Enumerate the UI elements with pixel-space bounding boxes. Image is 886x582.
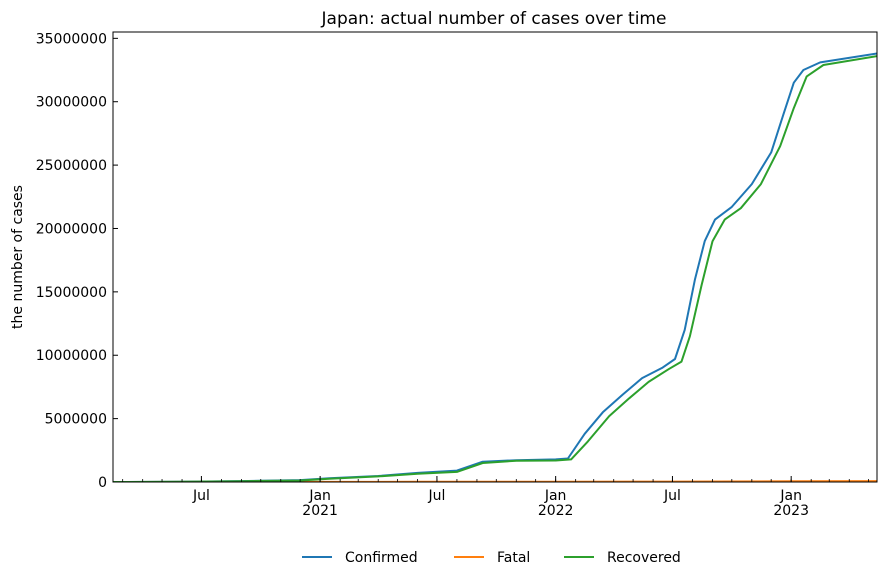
x-tick-year-label: 2021 bbox=[302, 503, 338, 519]
x-tick-label: Jan bbox=[779, 488, 802, 504]
y-axis: 0 5000000 10000000 15000000 20000000 25000000… bbox=[36, 31, 118, 491]
legend-label-recovered: Recovered bbox=[607, 550, 681, 566]
y-tick-label: 10000000 bbox=[36, 348, 107, 364]
y-axis-label: the number of cases bbox=[10, 185, 26, 329]
x-tick-year-label: 2022 bbox=[538, 503, 574, 519]
y-tick-label: 15000000 bbox=[36, 285, 107, 301]
y-tick-label: 35000000 bbox=[36, 31, 107, 47]
x-tick-year-label: 2023 bbox=[773, 503, 809, 519]
x-tick-label: Jul bbox=[427, 488, 445, 504]
legend-label-confirmed: Confirmed bbox=[345, 550, 418, 566]
x-tick-label: Jan bbox=[544, 488, 567, 504]
chart-title: Japan: actual number of cases over time bbox=[321, 9, 667, 29]
series-line-confirmed bbox=[113, 52, 877, 482]
y-tick-label: 20000000 bbox=[36, 221, 107, 237]
x-tick-label: Jul bbox=[192, 488, 210, 504]
plot-frame bbox=[112, 31, 878, 483]
x-tick-label: Jul bbox=[663, 488, 681, 504]
legend: Confirmed Fatal Recovered bbox=[302, 550, 681, 566]
y-tick-label: 0 bbox=[98, 475, 107, 491]
legend-label-fatal: Fatal bbox=[497, 550, 530, 566]
series-line-recovered bbox=[113, 55, 877, 482]
y-tick-label: 5000000 bbox=[45, 412, 107, 428]
x-tick-label: Jan bbox=[308, 488, 331, 504]
y-tick-label: 25000000 bbox=[36, 158, 107, 174]
y-tick-label: 30000000 bbox=[36, 95, 107, 111]
